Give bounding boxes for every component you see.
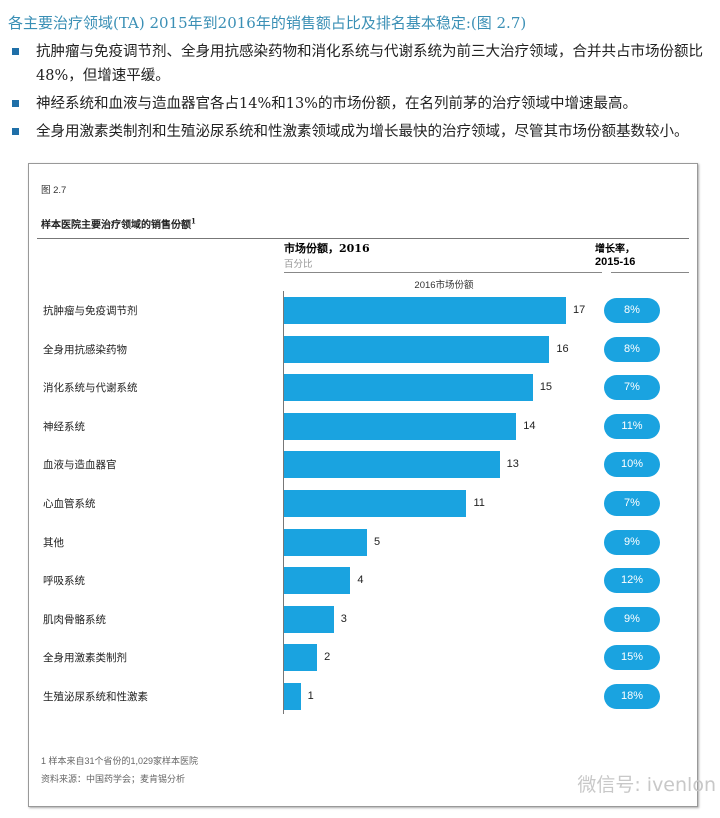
bar — [284, 644, 318, 672]
bar-value-label: 16 — [556, 342, 569, 355]
bar — [284, 490, 467, 517]
bullet-item: 抗肿瘤与免疫调节剂、全身用抗感染药物和消化系统与代谢系统为前三大治疗领域，合并共… — [8, 40, 713, 88]
figure-title-text: 样本医院主要治疗领域的销售份额 — [41, 220, 191, 231]
category-label: 全身用激素类制剂 — [43, 652, 127, 665]
bar-value-label: 14 — [523, 419, 536, 432]
category-label: 血液与造血器官 — [43, 459, 117, 472]
bar-value-label: 1 — [307, 690, 314, 702]
bullet-text: 全身用激素类制剂和生殖泌尿系统和性激素领域成为增长最快的治疗领域，尽管其市场份额… — [36, 124, 689, 140]
figure-number: 图 2.7 — [41, 185, 67, 196]
bar — [284, 412, 517, 440]
growth-rate-pill: 7% — [604, 491, 660, 516]
bar — [284, 683, 301, 710]
growth-rate-pill: 8% — [604, 298, 660, 323]
bullet-text: 抗肿瘤与免疫调节剂、全身用抗感染药物和消化系统与代谢系统为前三大治疗领域，合并共… — [36, 44, 703, 84]
bar-value-label: 11 — [473, 497, 485, 509]
growth-rate-pill: 11% — [604, 413, 660, 439]
bar-value-label: 2 — [324, 651, 331, 664]
bullet-list: 抗肿瘤与免疫调节剂、全身用抗感染药物和消化系统与代谢系统为前三大治疗领域，合并共… — [8, 40, 713, 148]
bar-value-label: 4 — [357, 574, 364, 587]
bar-value-label: 5 — [373, 535, 381, 548]
bar-value-label: 15 — [539, 381, 553, 394]
col1-subtitle: 百分比 — [284, 259, 313, 270]
category-label: 其他 — [43, 536, 64, 549]
category-label: 全身用抗感染药物 — [43, 343, 127, 356]
growth-rate-pill: 9% — [604, 529, 660, 555]
bar-value-label: 17 — [573, 304, 586, 316]
bullet-item: 全身用激素类制剂和生殖泌尿系统和性激素领域成为增长最快的治疗领域，尽管其市场份额… — [8, 120, 713, 144]
col1-divider — [284, 272, 602, 273]
category-label: 神经系统 — [43, 420, 85, 433]
growth-rate-pill: 7% — [604, 375, 660, 401]
col2-title-2: 2015-16 — [595, 256, 636, 268]
category-label: 抗肿瘤与免疫调节剂 — [43, 305, 138, 317]
footnote-marker: 1 — [191, 216, 196, 226]
bar — [284, 567, 351, 595]
footnote: 1 样本来自31个省份的1,029家样本医院 — [41, 756, 199, 766]
col1-title: 市场份额，2016 — [284, 242, 370, 255]
bar — [284, 335, 550, 363]
growth-rate-pill: 10% — [604, 452, 660, 478]
bullet-text: 神经系统和血液与造血器官各占14%和13%的市场份额，在名列前茅的治疗领域中增速… — [36, 96, 637, 112]
growth-rate-pill: 15% — [604, 645, 660, 671]
axis-line — [283, 291, 284, 714]
bar — [284, 451, 500, 479]
figure-box: 图 2.7 样本医院主要治疗领域的销售份额1 市场份额，2016 百分比 增长率… — [28, 163, 698, 807]
col2-divider — [611, 272, 689, 273]
figure-title: 样本医院主要治疗领域的销售份额1 — [41, 216, 196, 231]
bullet-icon — [12, 100, 19, 107]
growth-rate-pill: 8% — [604, 336, 660, 362]
axis-label: 2016市场份额 — [414, 280, 474, 291]
title-divider — [37, 238, 689, 239]
watermark: 微信号: ivenlon — [577, 774, 716, 796]
bar — [284, 374, 533, 402]
bullet-item: 神经系统和血液与造血器官各占14%和13%的市场份额，在名列前茅的治疗领域中增速… — [8, 92, 713, 116]
bullet-icon — [12, 48, 19, 55]
category-label: 消化系统与代谢系统 — [43, 382, 138, 395]
bullet-icon — [12, 128, 19, 135]
category-label: 呼吸系统 — [43, 575, 85, 588]
bar — [284, 297, 566, 324]
growth-rate-pill: 12% — [604, 568, 660, 594]
category-label: 心血管系统 — [43, 498, 96, 510]
bar-value-label: 3 — [340, 612, 347, 625]
col2-title-1: 增长率， — [595, 244, 635, 255]
category-label: 肌肉骨骼系统 — [43, 613, 106, 626]
growth-rate-pill: 9% — [604, 606, 660, 632]
bar — [284, 528, 367, 556]
source-note: 资料来源：中国药学会；麦肯锡分析 — [41, 775, 186, 785]
section-title: 各主要治疗领域(TA) 2015年到2016年的销售额占比及排名基本稳定:(图 … — [8, 14, 527, 32]
category-label: 生殖泌尿系统和性激素 — [43, 691, 148, 703]
growth-rate-pill: 18% — [604, 684, 660, 709]
bar — [284, 605, 334, 633]
bar-value-label: 13 — [506, 458, 519, 471]
